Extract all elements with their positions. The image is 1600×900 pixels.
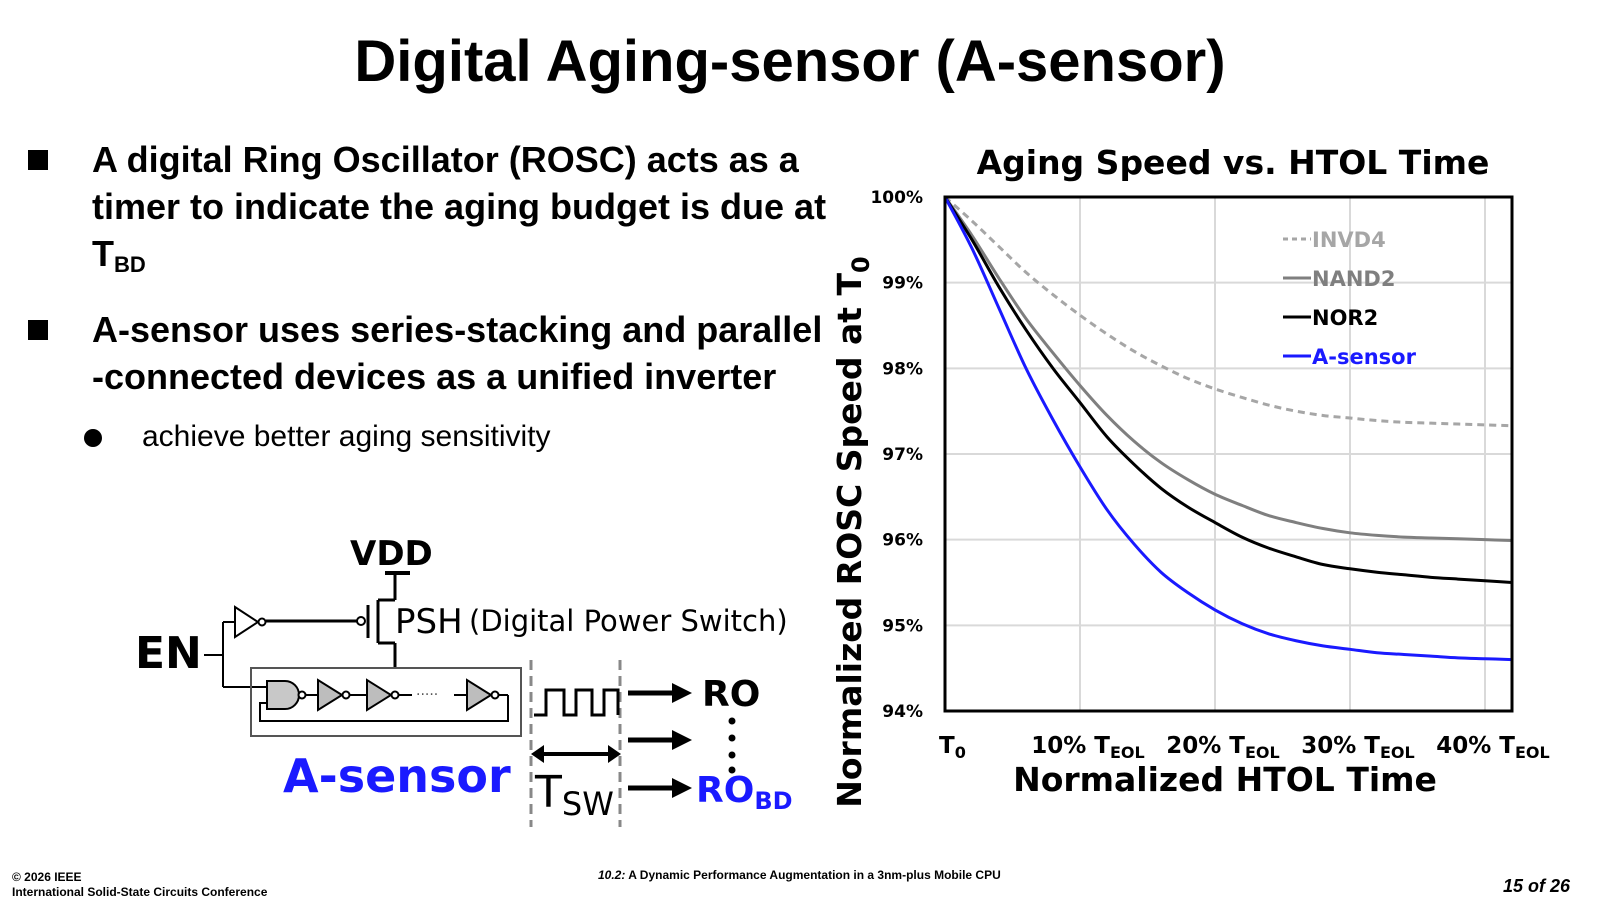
chart-title: Aging Speed vs. HTOL Time (977, 143, 1490, 182)
x-tick-main: 10% T (1031, 733, 1110, 759)
footer-paper-number: 10.2: (598, 868, 626, 882)
bullet-text: A digital Ring Oscillator (ROSC) acts as… (92, 139, 827, 274)
x-tick-label: 30% TEOL (1301, 733, 1414, 762)
chart-legend: INVD4 NAND2 NOR2 A-sensor (1283, 228, 1417, 369)
bullet-item: A-sensor uses series-stacking and parall… (22, 306, 842, 400)
x-tick-sub: EOL (1515, 743, 1550, 762)
psh-description: (Digital Power Switch) (469, 604, 788, 638)
inverter-stage-icon (366, 678, 393, 712)
bullet-list: A digital Ring Oscillator (ROSC) acts as… (22, 136, 842, 456)
y-tick-label: 99% (882, 274, 923, 294)
y-tick-label: 97% (882, 445, 923, 465)
legend-label: NAND2 (1312, 267, 1395, 291)
x-tick-sub: 0 (955, 743, 966, 762)
inverter-stage-icon (466, 678, 493, 712)
circuit-diagram: VDD PSH (Digital Power Switch) EN ····· (135, 535, 793, 827)
inverter-stage-bubble (341, 690, 351, 700)
tsw-sub: SW (562, 785, 614, 823)
tsw-arrow-left-icon (531, 745, 544, 763)
bullet-text: A-sensor uses series-stacking and parall… (92, 309, 823, 397)
y-tick-label: 95% (882, 616, 923, 636)
series-line-a-sensor (943, 196, 1513, 662)
robd-sub: BD (754, 787, 792, 815)
y-tick-label: 94% (882, 702, 923, 722)
y-axis-label-sub: 0 (847, 256, 875, 273)
pmos-bubble (356, 616, 366, 626)
slide-title: Digital Aging-sensor (A-sensor) (354, 29, 1226, 94)
vdd-label: VDD (350, 535, 433, 574)
y-tick-label: 98% (882, 359, 923, 379)
plot-frame (943, 195, 1514, 713)
vertical-dot (728, 717, 736, 725)
x-tick-label: 40% TEOL (1436, 733, 1549, 762)
robd-main: RO (696, 770, 754, 811)
bullet-item: A digital Ring Oscillator (ROSC) acts as… (22, 136, 842, 288)
robd-label: ROBD (696, 770, 793, 815)
feedback-wire (259, 695, 509, 722)
inverter-stage-bubble (390, 690, 400, 700)
x-tick-label: 20% TEOL (1166, 733, 1279, 762)
ro-arrow-icon (672, 683, 692, 703)
footer-copyright: © 2026 IEEE (12, 870, 82, 884)
tsw-label: TSW (534, 767, 614, 823)
series-line-nand2 (943, 196, 1513, 543)
en-label: EN (135, 628, 202, 679)
x-tick-sub: EOL (1245, 743, 1280, 762)
footer-conference: International Solid-State Circuits Confe… (12, 885, 268, 899)
footer-paper: 10.2: A Dynamic Performance Augmentation… (598, 868, 1001, 882)
inverter-bubble (257, 617, 267, 627)
footer-copyright-block: © 2026 IEEE International Solid-State Ci… (12, 870, 267, 900)
inverter-icon (234, 605, 260, 639)
a-sensor-box (250, 667, 522, 737)
pulse-waveform (534, 688, 620, 717)
sub-bullet-item: achieve better aging sensitivity (22, 418, 842, 456)
robd-arrow-icon (672, 778, 692, 798)
x-tick-main: 30% T (1301, 733, 1380, 759)
legend-label: INVD4 (1312, 228, 1386, 252)
nand-bubble (297, 690, 307, 700)
y-axis-label-main: Normalized ROSC Speed at T (835, 272, 869, 807)
inverter-stage-icon (317, 678, 344, 712)
square-bullet-icon (28, 150, 48, 170)
x-tick-main: 40% T (1436, 733, 1515, 759)
x-tick-sub: EOL (1110, 743, 1145, 762)
legend-label: NOR2 (1312, 306, 1378, 330)
round-bullet-icon (84, 429, 102, 447)
y-tick-label: 100% (870, 188, 923, 208)
x-tick-label: T0 (939, 733, 966, 762)
inverter-stage-bubble (490, 690, 500, 700)
square-bullet-icon (28, 320, 48, 340)
series-line-invd4 (944, 195, 1513, 428)
footer-paper-title: A Dynamic Performance Augmentation in a … (625, 868, 1001, 882)
bullet-subscript: BD (114, 252, 146, 277)
sub-bullet-text: achieve better aging sensitivity (142, 420, 551, 453)
vertical-dot (728, 751, 736, 759)
chart-series (943, 195, 1513, 662)
page-number: 15 of 26 (1502, 876, 1570, 896)
a-sensor-label: A-sensor (283, 749, 511, 803)
vertical-dot (728, 766, 736, 774)
psh-label: PSH (395, 602, 463, 642)
tsw-main: T (534, 767, 562, 818)
vertical-dot (728, 734, 736, 742)
mid-arrow-icon (672, 730, 692, 750)
ring-ellipsis: ····· (416, 687, 438, 703)
y-tick-label: 96% (882, 531, 923, 551)
x-tick-main: T (939, 733, 955, 759)
legend-label: A-sensor (1312, 345, 1417, 369)
series-line-nor2 (943, 196, 1513, 584)
x-axis-label: Normalized HTOL Time (1013, 760, 1437, 799)
y-axis-label: Normalized ROSC Speed at T0 (835, 256, 875, 808)
x-tick-label: 10% TEOL (1031, 733, 1144, 762)
x-tick-sub: EOL (1380, 743, 1415, 762)
aging-speed-chart: Aging Speed vs. HTOL Time Normalized ROS… (835, 143, 1550, 808)
ro-label: RO (702, 674, 760, 715)
nand-gate-icon (266, 680, 300, 710)
chart-ticks: 100%99%98%97%96%95%94%T0 10% TEOL 20% TEOL… (870, 188, 1549, 762)
x-tick-main: 20% T (1166, 733, 1245, 759)
tsw-arrow-right-icon (608, 745, 621, 763)
